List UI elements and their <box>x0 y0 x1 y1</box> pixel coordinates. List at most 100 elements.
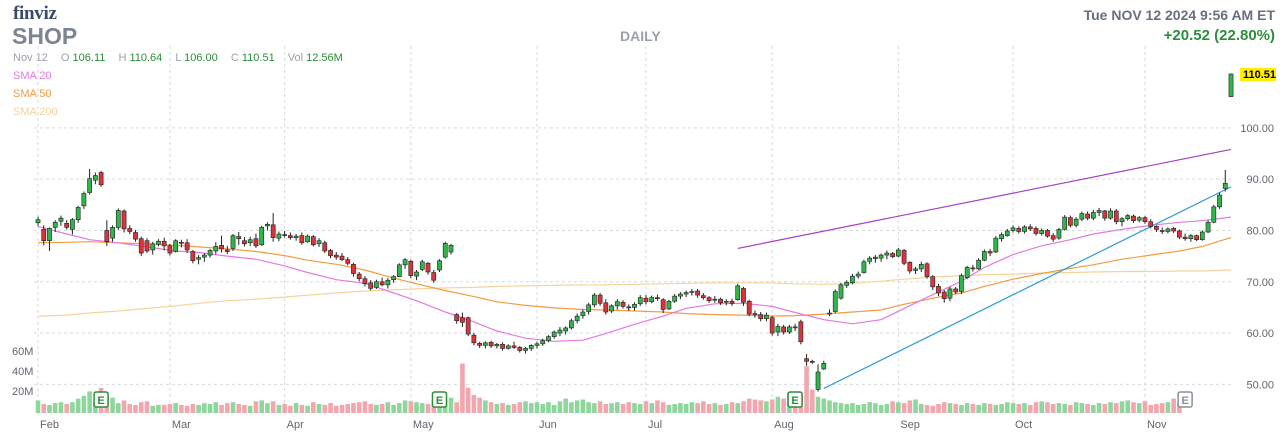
candle <box>987 248 993 257</box>
volume-bar <box>299 404 305 413</box>
volume-bar <box>810 389 815 413</box>
candle <box>626 304 632 311</box>
volume-bar <box>448 397 454 413</box>
candle-body <box>339 255 345 260</box>
candle <box>947 286 953 302</box>
candle <box>242 237 247 247</box>
volume-bar <box>609 403 614 413</box>
candle <box>913 266 918 275</box>
candle <box>1171 226 1177 234</box>
candle <box>918 261 924 273</box>
candle <box>878 253 884 262</box>
volume-bar <box>397 403 402 413</box>
candle <box>838 282 844 300</box>
candle-body <box>649 297 655 303</box>
candle <box>546 335 551 343</box>
candle-body <box>1188 235 1194 239</box>
finviz-logo[interactable]: finviz <box>13 3 57 24</box>
candle-body <box>1090 212 1096 219</box>
candle-body <box>1194 235 1199 240</box>
candle <box>339 253 345 262</box>
volume-bar <box>706 404 712 413</box>
candle-body <box>1228 73 1234 97</box>
volume-bar <box>311 402 316 413</box>
candle <box>431 269 437 283</box>
volume-bar <box>643 401 649 413</box>
candle-body <box>1056 229 1062 239</box>
volume-bar <box>723 404 729 413</box>
candle-body <box>729 300 735 304</box>
candle <box>1148 219 1154 229</box>
volume-bar <box>982 403 987 413</box>
volume-bar <box>844 404 850 413</box>
candle <box>1177 229 1182 240</box>
candle-body <box>276 233 282 239</box>
candle <box>712 296 718 303</box>
candle <box>477 341 483 348</box>
candle <box>1010 225 1016 233</box>
candle-body <box>1102 210 1108 219</box>
volume-bar <box>1005 402 1010 413</box>
volume-bar <box>202 403 207 413</box>
candle-body <box>591 294 597 306</box>
volume-bar <box>1033 402 1039 413</box>
volume-bar <box>64 404 69 413</box>
volume-bar <box>190 404 196 413</box>
candle <box>454 313 460 324</box>
volume-bar <box>781 398 786 413</box>
candle-body <box>1050 235 1056 240</box>
volume-bar <box>81 395 87 413</box>
volume-bar <box>597 401 603 413</box>
candle-body <box>488 341 494 347</box>
earnings-box <box>93 391 109 408</box>
candle-body <box>712 298 718 301</box>
low-value: 106.00 <box>184 52 218 64</box>
volume-bar <box>184 405 190 413</box>
volume-bar <box>511 404 517 413</box>
volume-bar <box>213 402 219 413</box>
y-tick-label: 70.00 <box>1246 277 1274 289</box>
volume-bar <box>821 398 827 413</box>
candle-body <box>655 297 660 299</box>
candle <box>299 232 305 245</box>
candle <box>678 292 683 300</box>
x-tick-label: Jun <box>539 419 557 431</box>
candle <box>270 213 276 242</box>
volume-bar <box>701 401 706 413</box>
volume-bar <box>752 399 758 413</box>
x-tick-label: Oct <box>1015 419 1032 431</box>
candle <box>196 255 201 265</box>
trendline <box>737 148 1232 250</box>
candle <box>580 309 586 319</box>
candle <box>408 259 414 279</box>
x-tick-label: Feb <box>40 419 59 431</box>
candle <box>465 316 471 337</box>
candle <box>614 299 620 310</box>
candle <box>1096 207 1102 217</box>
candle <box>798 319 804 345</box>
volume-bar <box>41 404 47 413</box>
volume-bar <box>133 404 138 413</box>
chart-period[interactable]: DAILY <box>620 28 661 44</box>
candle-body <box>236 236 242 239</box>
candle-body <box>179 241 184 244</box>
volume-bar <box>546 402 551 413</box>
volume-bar <box>1159 403 1165 413</box>
volume-bar <box>196 404 201 413</box>
volume-bar <box>259 400 264 413</box>
candle-body <box>528 345 534 349</box>
candle-body <box>219 245 224 250</box>
candle-body <box>1131 215 1136 222</box>
candle <box>161 237 167 251</box>
volume-bar <box>288 405 293 413</box>
volume-bar <box>345 404 351 413</box>
volume-bar <box>918 404 924 413</box>
volume-bar <box>683 404 689 413</box>
volume-bar <box>1154 404 1159 413</box>
candle-body <box>471 334 477 344</box>
candle-body <box>1222 182 1228 189</box>
candle <box>930 275 936 290</box>
candle <box>758 312 764 322</box>
volume-bar <box>477 397 482 413</box>
